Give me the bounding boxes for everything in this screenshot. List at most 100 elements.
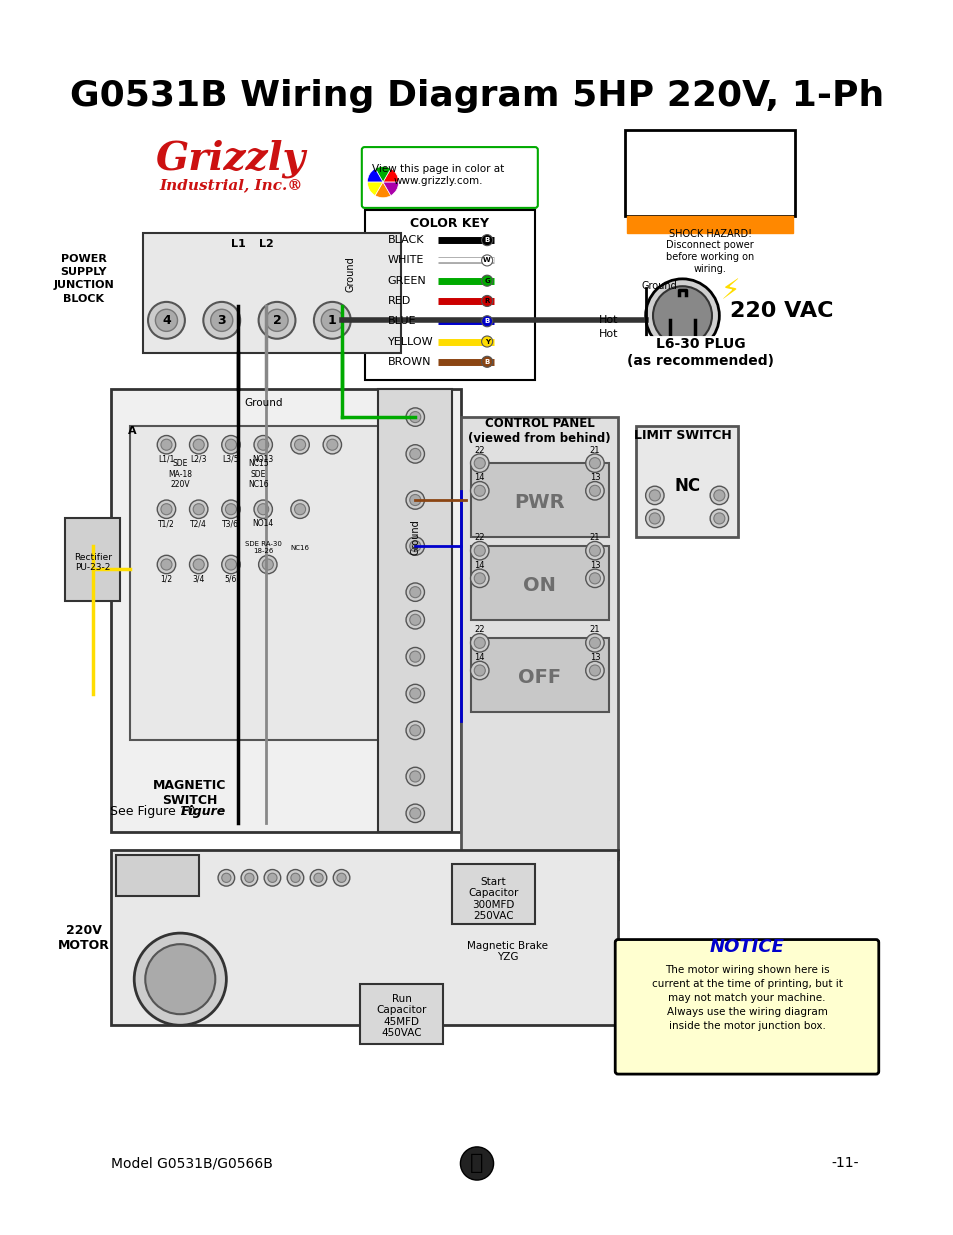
Circle shape (155, 309, 177, 331)
Text: 3/4: 3/4 (193, 574, 205, 584)
Text: Ground: Ground (345, 257, 355, 293)
Circle shape (409, 651, 420, 662)
Text: SDE
MA-18
220V: SDE MA-18 220V (168, 459, 193, 489)
Circle shape (649, 490, 659, 501)
Text: View this page in color at
www.grizzly.com.: View this page in color at www.grizzly.c… (372, 164, 504, 185)
Circle shape (481, 316, 492, 327)
Circle shape (709, 487, 728, 505)
Circle shape (406, 721, 424, 740)
Wedge shape (382, 182, 398, 195)
Text: WHITE: WHITE (387, 256, 423, 266)
Circle shape (211, 309, 233, 331)
Text: 14: 14 (474, 561, 484, 569)
Circle shape (409, 448, 420, 459)
Circle shape (409, 587, 420, 598)
Circle shape (221, 556, 240, 574)
Circle shape (148, 301, 185, 338)
Text: 14: 14 (474, 473, 484, 483)
Circle shape (406, 408, 424, 426)
Circle shape (713, 513, 724, 524)
Wedge shape (367, 168, 382, 182)
Circle shape (258, 301, 295, 338)
Wedge shape (375, 182, 391, 198)
Text: BROWN: BROWN (387, 357, 431, 367)
Circle shape (258, 556, 276, 574)
Circle shape (257, 440, 269, 451)
Circle shape (409, 725, 420, 736)
Text: T1/2: T1/2 (158, 520, 174, 529)
Circle shape (161, 559, 172, 571)
Circle shape (406, 610, 424, 629)
Text: 5/6: 5/6 (225, 574, 237, 584)
Bar (112, 850, 618, 1025)
Circle shape (585, 661, 603, 679)
Bar (470, 546, 608, 620)
Text: 1/2: 1/2 (160, 574, 172, 584)
Circle shape (474, 664, 485, 676)
Text: YELLOW: YELLOW (387, 336, 433, 347)
Bar (378, 389, 452, 831)
Circle shape (291, 436, 309, 454)
Text: G0531B Wiring Diagram 5HP 220V, 1-Ph: G0531B Wiring Diagram 5HP 220V, 1-Ph (70, 79, 883, 114)
Bar (115, 855, 198, 897)
Circle shape (225, 440, 236, 451)
Circle shape (327, 440, 337, 451)
Circle shape (225, 504, 236, 515)
Text: 21: 21 (589, 625, 599, 635)
Circle shape (323, 436, 341, 454)
Text: Run
Capacitor
45MFD
450VAC: Run Capacitor 45MFD 450VAC (375, 994, 426, 1039)
Text: Hot: Hot (598, 315, 618, 325)
Circle shape (474, 573, 485, 584)
Circle shape (321, 309, 343, 331)
Circle shape (264, 869, 280, 887)
Bar (470, 463, 608, 537)
Circle shape (262, 559, 274, 571)
Text: Figure: Figure (180, 805, 225, 818)
Text: 13: 13 (589, 473, 599, 483)
Text: The motor wiring shown here is
current at the time of printing, but it
may not m: The motor wiring shown here is current a… (651, 965, 841, 1031)
Circle shape (157, 500, 175, 519)
Circle shape (406, 583, 424, 601)
Circle shape (157, 556, 175, 574)
Text: MAGNETIC
SWITCH: MAGNETIC SWITCH (152, 779, 226, 806)
Circle shape (652, 287, 711, 346)
Text: Industrial, Inc.®: Industrial, Inc.® (159, 178, 302, 191)
Text: 13: 13 (589, 653, 599, 662)
Circle shape (406, 804, 424, 823)
Circle shape (470, 454, 489, 472)
Circle shape (291, 873, 300, 883)
Circle shape (190, 556, 208, 574)
Circle shape (221, 873, 231, 883)
FancyBboxPatch shape (615, 940, 878, 1074)
Text: 13: 13 (589, 561, 599, 569)
Text: 22: 22 (474, 625, 484, 635)
Text: COLOR KEY: COLOR KEY (410, 217, 488, 230)
Circle shape (589, 545, 599, 556)
Circle shape (221, 436, 240, 454)
Circle shape (145, 945, 215, 1014)
Circle shape (585, 454, 603, 472)
Circle shape (161, 504, 172, 515)
Text: NO13: NO13 (253, 454, 274, 464)
Circle shape (193, 559, 204, 571)
Text: 2: 2 (273, 314, 281, 327)
FancyBboxPatch shape (625, 130, 794, 216)
Text: L2: L2 (258, 238, 274, 248)
Circle shape (190, 436, 208, 454)
Text: W: W (483, 257, 491, 263)
Circle shape (585, 541, 603, 559)
Circle shape (481, 254, 492, 266)
Text: NC: NC (674, 477, 700, 495)
Text: BLACK: BLACK (387, 235, 424, 246)
Text: T2/4: T2/4 (190, 520, 207, 529)
Circle shape (291, 500, 309, 519)
Text: ⚠ WARNING!: ⚠ WARNING! (670, 203, 749, 212)
Circle shape (585, 634, 603, 652)
Circle shape (409, 614, 420, 625)
Text: Magnetic Brake
YZG: Magnetic Brake YZG (466, 941, 547, 962)
Circle shape (481, 235, 492, 246)
Text: CONTROL PANEL
(viewed from behind): CONTROL PANEL (viewed from behind) (468, 417, 610, 445)
Circle shape (253, 436, 273, 454)
Circle shape (470, 634, 489, 652)
Circle shape (193, 440, 204, 451)
